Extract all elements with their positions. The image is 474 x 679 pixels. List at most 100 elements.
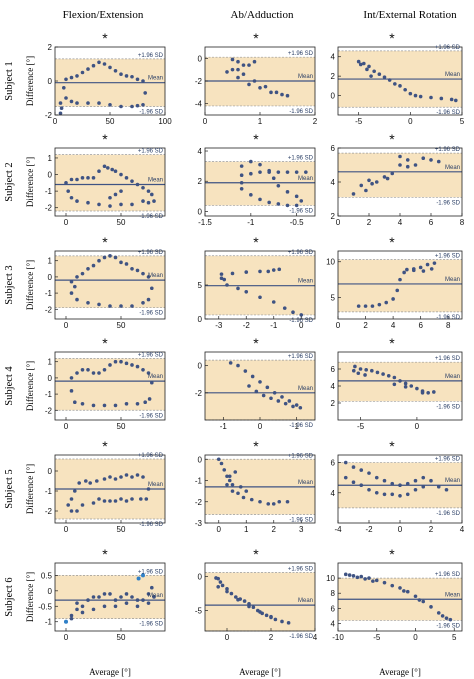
x-tick-label: -1.5 <box>198 218 212 227</box>
data-point-r6c1-22 <box>102 604 107 609</box>
data-point-r6c2-19 <box>225 589 229 594</box>
mean-label: Mean <box>445 277 460 283</box>
data-point-r2c1-25 <box>86 200 90 205</box>
column-title-int-external-rotation: Int/External Rotation <box>363 9 457 21</box>
data-point-r1c1-20 <box>130 104 134 109</box>
data-point-r1c2-6 <box>247 82 251 87</box>
data-point-r2c1-2 <box>75 177 79 182</box>
data-point-r3c2-1 <box>230 271 235 276</box>
y-tick-label: -1 <box>45 487 53 496</box>
data-point-r2c2-18 <box>294 203 299 208</box>
data-point-r5c1-4 <box>84 479 88 483</box>
data-point-r1c3-16 <box>454 98 458 103</box>
x-tick-label: 50 <box>117 218 126 227</box>
data-point-r4c1-9 <box>119 359 123 364</box>
data-point-r4c3-15 <box>351 368 356 373</box>
data-point-r4c2-16 <box>254 389 259 394</box>
data-point-r4c1-1 <box>75 371 79 375</box>
lower-sd-label: -1.96 SD <box>139 622 163 628</box>
y-tick-label: 4 <box>331 178 336 187</box>
lower-sd-label: -1.96 SD <box>289 208 313 214</box>
data-point-r6c1-3 <box>80 604 85 609</box>
data-point-r2c1-22 <box>119 202 123 207</box>
data-point-r1c3-13 <box>429 95 433 100</box>
x-axis-label-col-2: Average [°] <box>239 667 281 677</box>
panels-group: Subject 1 Difference [°] Subject 2 Differen… <box>4 30 465 677</box>
data-point-r4c3-18 <box>392 382 397 387</box>
data-point-r4c1-11 <box>130 363 134 367</box>
data-point-r3c2-2 <box>244 270 249 274</box>
data-point-r5c1-17 <box>139 497 143 501</box>
data-point-r2c2-15 <box>285 190 290 194</box>
y-tick-label: -1 <box>45 618 53 627</box>
data-point-r4c3-9 <box>403 381 408 386</box>
data-point-r6c3-3 <box>367 576 371 580</box>
upper-sd-label: +1.96 SD <box>288 250 314 256</box>
data-point-r5c3-20 <box>390 492 395 497</box>
data-point-r5c2-4 <box>227 478 232 483</box>
data-point-r5c1-6 <box>95 479 99 483</box>
data-point-r1c1-12 <box>119 72 123 76</box>
data-point-r1c1-1 <box>62 86 66 90</box>
upper-sd-label: +1.96 SD <box>288 453 314 459</box>
data-point-r2c3-16 <box>364 188 368 193</box>
data-point-r3c1-16 <box>146 297 151 302</box>
x-tick-label: 0 <box>64 321 69 330</box>
significance-star: * <box>102 438 108 454</box>
data-point-r5c1-2 <box>73 489 77 493</box>
data-point-r3c1-23 <box>75 297 79 302</box>
data-point-r3c3-16 <box>411 268 416 273</box>
data-point-r1c3-0 <box>356 59 361 64</box>
data-point-r5c3-3 <box>367 471 371 475</box>
data-point-r1c3-9 <box>403 87 407 92</box>
x-tick-label: 100 <box>158 117 172 126</box>
data-point-r2c3-14 <box>385 176 390 181</box>
data-point-r1c3-17 <box>358 62 363 67</box>
data-point-r2c1-11 <box>119 172 123 177</box>
upper-sd-label: +1.96 SD <box>435 147 461 153</box>
y-tick-label: -2 <box>45 204 53 213</box>
data-point-r5c1-24 <box>97 497 101 501</box>
y-tick-label: 4 <box>331 382 336 391</box>
y-tick-label: 0 <box>48 587 53 596</box>
data-point-r3c2-6 <box>266 269 271 274</box>
data-point-r3c1-20 <box>108 304 112 308</box>
data-point-r4c1-16 <box>147 397 152 401</box>
upper-sd-label: +1.96 SD <box>435 572 461 578</box>
upper-sd-label: +1.96 SD <box>138 250 164 256</box>
significance-star: * <box>253 546 259 562</box>
significance-star: * <box>253 335 259 351</box>
data-point-r5c3-19 <box>382 492 387 497</box>
x-tick-label: 2 <box>269 633 274 642</box>
data-point-r2c2-11 <box>258 162 262 167</box>
data-point-r5c2-19 <box>225 482 229 487</box>
data-point-r5c2-2 <box>222 468 227 472</box>
data-point-r3c1-12 <box>135 268 140 273</box>
x-tick-label: 4 <box>391 321 396 330</box>
x-tick-label: 8 <box>460 218 465 227</box>
data-point-r5c3-10 <box>421 475 426 480</box>
data-point-r3c1-6 <box>102 255 107 260</box>
data-point-r6c1-4 <box>86 598 90 602</box>
data-point-r2c1-23 <box>108 204 112 208</box>
data-point-r1c3-3 <box>372 69 376 74</box>
lower-sd-label: -1.96 SD <box>436 511 460 517</box>
data-point-r3c3-1 <box>363 304 368 308</box>
y-tick-label: -4 <box>195 100 203 109</box>
data-point-r1c1-29 <box>58 111 63 116</box>
x-tick-label: 0 <box>336 218 341 227</box>
y-tick-label: 2 <box>331 72 336 81</box>
data-point-r4c1-20 <box>113 403 118 408</box>
data-point-r1c2-4 <box>225 70 229 74</box>
lower-sd-label: -1.96 SD <box>289 423 313 429</box>
data-point-r4c2-5 <box>265 385 270 390</box>
highlight-point-r6c1-0 <box>64 619 68 624</box>
lower-sd-label: -1.96 SD <box>289 109 313 115</box>
data-point-r2c3-1 <box>359 183 364 188</box>
data-point-r5c2-18 <box>230 489 235 493</box>
data-point-r3c3-0 <box>356 304 361 308</box>
data-point-r4c2-7 <box>280 395 284 399</box>
data-point-r5c2-7 <box>241 495 246 500</box>
data-point-r3c3-6 <box>395 288 400 293</box>
